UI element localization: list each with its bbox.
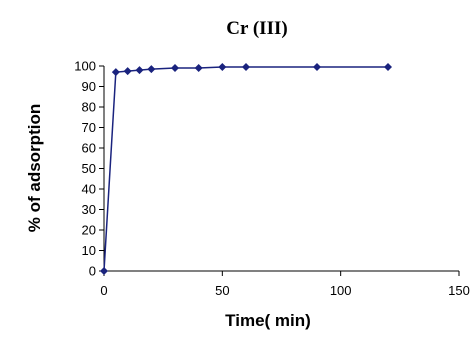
data-point-marker: [313, 63, 321, 72]
y-tick-label: 50: [82, 161, 96, 176]
y-tick-label: 100: [74, 59, 96, 74]
data-point-marker: [123, 67, 132, 76]
data-point-marker: [147, 65, 156, 74]
y-tick-label: 10: [82, 243, 96, 258]
y-tick-label: 30: [82, 202, 96, 217]
data-point-marker: [384, 63, 392, 72]
y-tick-label: 60: [82, 141, 96, 156]
x-axis-title: Time( min): [225, 311, 311, 330]
data-point-marker: [242, 63, 250, 72]
x-tick-label: 50: [215, 283, 229, 298]
y-tick-label: 90: [82, 79, 96, 94]
y-ticks: 0 10 20 30 40 50 60 70 80 90 100: [74, 59, 104, 279]
y-tick-label: 20: [82, 223, 96, 238]
chart-title: Cr (III): [226, 18, 287, 39]
data-point-marker: [218, 63, 227, 72]
x-tick-label: 0: [100, 283, 107, 298]
y-tick-label: 0: [89, 264, 96, 279]
y-tick-label: 40: [82, 182, 96, 197]
y-axis-title: % of adsorption: [25, 104, 44, 232]
data-point-marker: [111, 68, 120, 77]
x-ticks: 0 50 100 150: [100, 271, 470, 298]
x-tick-label: 100: [330, 283, 352, 298]
x-tick-label: 150: [448, 283, 470, 298]
data-point-marker: [135, 66, 144, 75]
data-point-marker: [171, 64, 179, 73]
y-tick-label: 80: [82, 100, 96, 115]
series-markers: [100, 63, 392, 275]
series-line: [103, 66, 388, 272]
data-point-marker: [100, 267, 108, 275]
data-point-marker: [194, 64, 203, 73]
y-tick-label: 70: [82, 120, 96, 135]
